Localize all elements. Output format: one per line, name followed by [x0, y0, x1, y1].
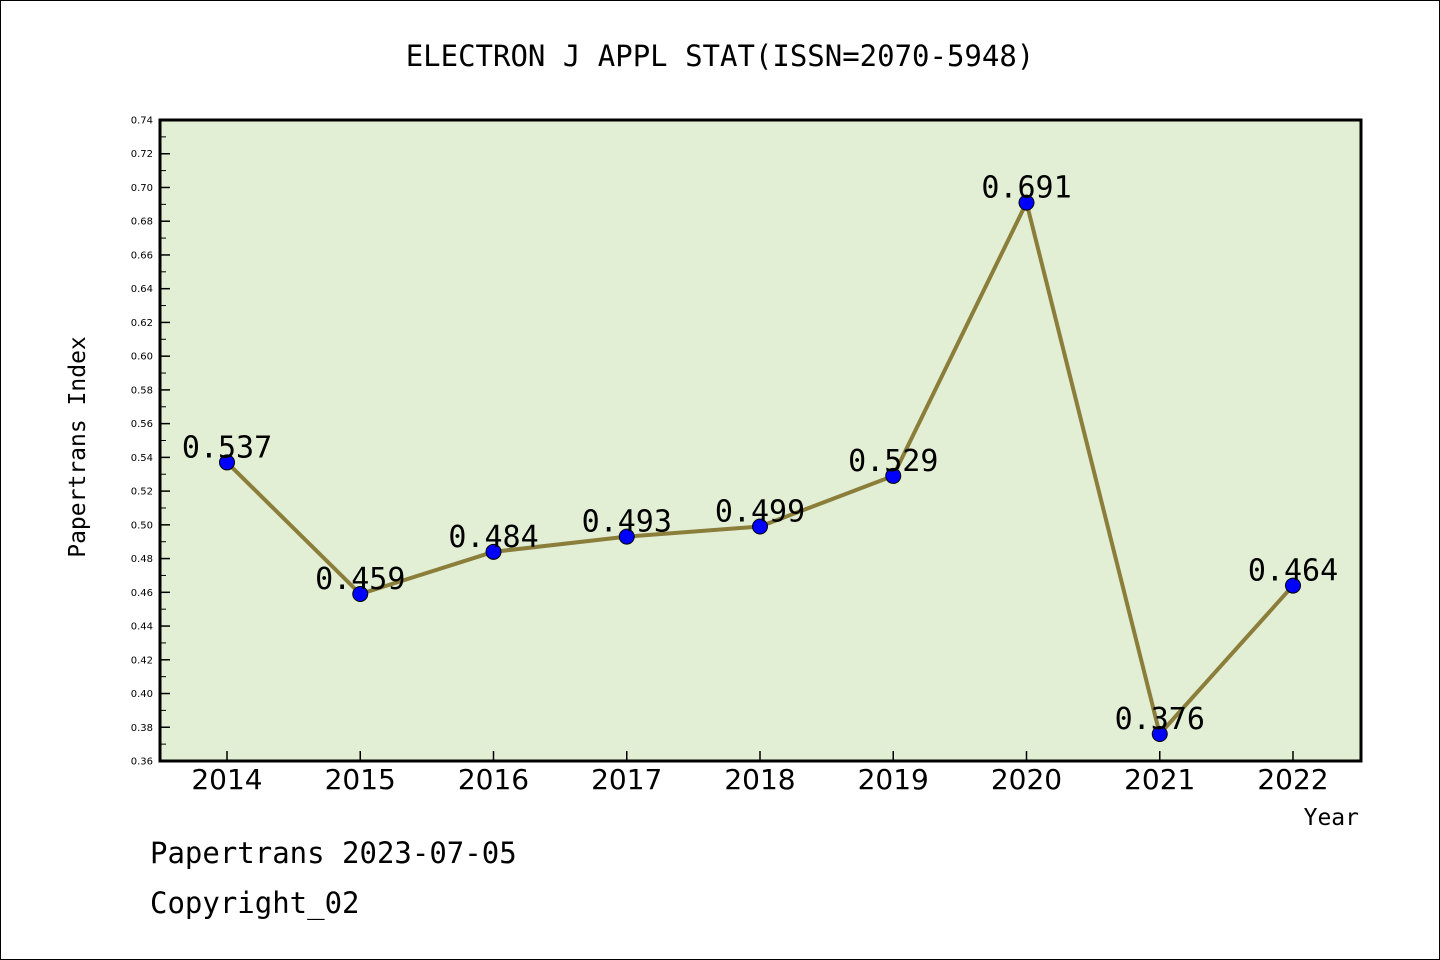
x-axis: 2014 2015 2016 2017 2018 2019 2020 2021 2022: [191, 751, 1329, 796]
data-label: 0.459: [315, 562, 405, 597]
y-axis: 0.36 0.38 0.40 0.42 0.44 0.46 0.48 0.50 0.52 0.54…: [131, 116, 170, 768]
y-tick-label: 0.70: [131, 183, 153, 194]
x-tick-label: 2022: [1257, 763, 1328, 796]
x-tick-label: 2021: [1124, 763, 1195, 796]
x-tick-label: 2018: [724, 763, 795, 796]
y-axis-label: Papertrans Index: [65, 336, 91, 558]
y-tick-label: 0.58: [131, 385, 153, 396]
data-label: 0.499: [715, 495, 805, 530]
y-tick-label: 0.74: [131, 116, 153, 127]
data-label: 0.537: [182, 430, 272, 465]
x-tick-label: 2014: [191, 763, 262, 796]
y-tick-label: 0.54: [131, 453, 153, 464]
data-point-marker: [352, 586, 369, 603]
y-tick-label: 0.42: [131, 655, 153, 666]
data-point-marker: [618, 528, 635, 545]
x-axis-label: Year: [1304, 805, 1359, 831]
data-point-marker: [1018, 194, 1035, 211]
footer-date-line: Papertrans 2023-07-05: [150, 836, 517, 870]
y-tick-label: 0.68: [131, 217, 153, 228]
footer-copyright-line: Copyright_02: [150, 886, 360, 920]
data-point-marker: [752, 518, 768, 535]
y-tick-label: 0.64: [131, 284, 153, 295]
data-point-marker: [485, 543, 502, 560]
data-point-marker: [885, 467, 902, 484]
x-tick-label: 2020: [991, 763, 1062, 796]
data-point-marker: [1151, 726, 1168, 743]
x-tick-label: 2016: [458, 763, 529, 796]
data-label: 0.529: [848, 444, 938, 479]
data-label: 0.484: [448, 520, 538, 555]
data-label: 0.691: [981, 171, 1071, 206]
y-tick-label: 0.52: [131, 487, 153, 498]
y-tick-label: 0.36: [131, 757, 153, 768]
chart-title: ELECTRON J APPL STAT(ISSN=2070-5948): [406, 39, 1035, 73]
y-tick-label: 0.50: [131, 520, 153, 531]
y-tick-label: 0.38: [131, 723, 153, 734]
y-tick-label: 0.66: [131, 250, 153, 261]
data-label: 0.493: [582, 505, 672, 540]
x-tick-label: 2017: [591, 763, 662, 796]
y-tick-label: 0.46: [131, 588, 153, 599]
y-tick-label: 0.48: [131, 554, 153, 565]
y-tick-label: 0.40: [131, 689, 153, 700]
x-tick-label: 2015: [325, 763, 396, 796]
y-tick-label: 0.60: [131, 352, 153, 363]
plot-area: [158, 118, 1363, 763]
y-tick-label: 0.72: [131, 149, 153, 160]
data-labels: 0.537 0.459 0.484 0.493 0.499 0.529 0.691 0.376…: [182, 171, 1338, 737]
data-label: 0.376: [1115, 702, 1205, 737]
y-tick-label: 0.44: [131, 622, 153, 633]
data-point-marker: [1285, 577, 1301, 594]
y-tick-label: 0.62: [131, 318, 153, 329]
data-point-marker: [219, 454, 235, 471]
series-line-group: [219, 194, 1301, 743]
x-tick-label: 2019: [858, 763, 929, 796]
y-tick-label: 0.56: [131, 419, 153, 430]
data-label: 0.464: [1248, 554, 1338, 589]
